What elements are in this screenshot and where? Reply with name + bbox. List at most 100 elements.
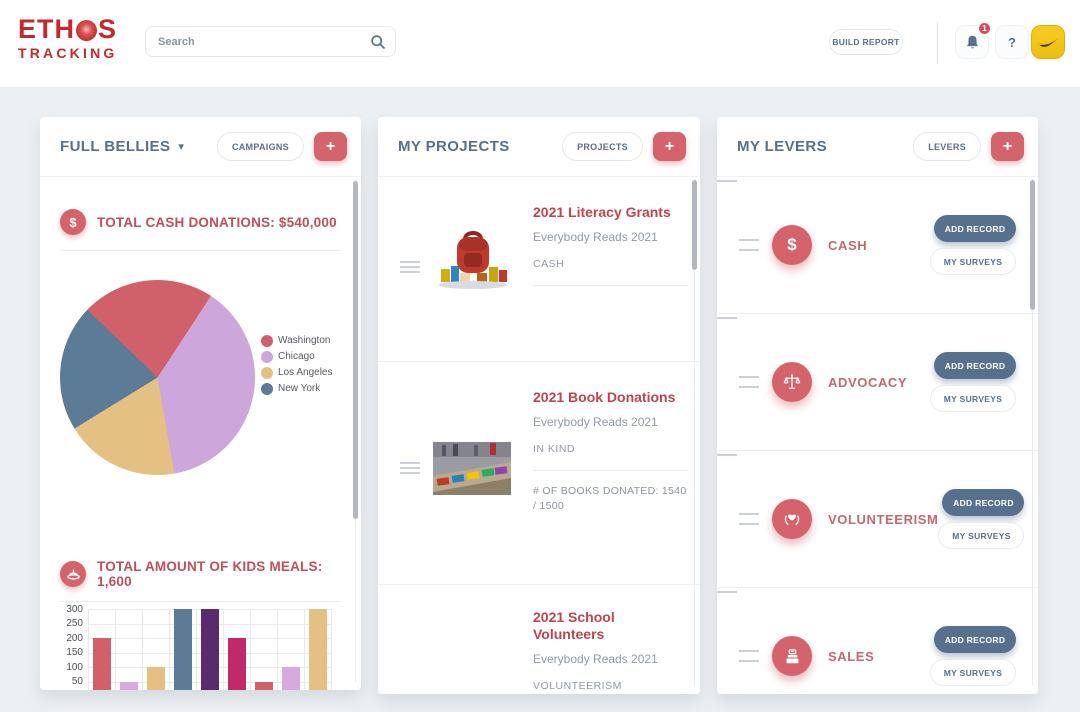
bar <box>227 638 246 690</box>
cash-donations-chart: Washington Chicago Los Angeles New York <box>60 280 341 475</box>
project-title[interactable]: 2021 School Volunteers <box>533 609 615 642</box>
legend-item-washington[interactable]: Washington <box>261 334 333 347</box>
search-input[interactable] <box>146 27 395 56</box>
notification-badge: 1 <box>977 21 992 36</box>
project-title[interactable]: 2021 Book Donations <box>533 389 676 405</box>
project-image-books <box>433 442 511 495</box>
legend-swatch <box>261 366 273 379</box>
bar <box>119 681 138 690</box>
levers-button[interactable]: LEVERS <box>913 132 981 161</box>
drag-handle-icon[interactable] <box>400 462 420 474</box>
projects-panel: MY PROJECTS PROJECTS + 2021 Literacy Gra <box>378 117 700 694</box>
my-surveys-button[interactable]: MY SURVEYS <box>930 248 1016 275</box>
scrollbar-thumb[interactable] <box>692 180 697 270</box>
project-subtitle: Everybody Reads 2021 <box>533 230 658 244</box>
drag-handle-icon[interactable] <box>739 239 759 251</box>
my-surveys-button[interactable]: MY SURVEYS <box>930 659 1016 686</box>
lever-row-sales: SALES ADD RECORD MY SURVEYS <box>717 588 1038 694</box>
avatar-swoosh-icon <box>1039 38 1058 47</box>
legend-label: Washington <box>278 335 331 346</box>
logo-text-s: S <box>98 14 118 44</box>
project-card-literacy-grants[interactable]: 2021 Literacy Grants Everybody Reads 202… <box>378 177 700 362</box>
project-type: VOLUNTEERISM <box>533 680 622 692</box>
bar <box>281 667 300 690</box>
pie-legend: Washington Chicago Los Angeles New York <box>261 334 333 395</box>
my-surveys-button[interactable]: MY SURVEYS <box>938 522 1025 549</box>
legend-item-new-york[interactable]: New York <box>261 382 333 395</box>
bar <box>173 609 192 690</box>
lever-row-cash: $ CASH ADD RECORD MY SURVEYS <box>717 177 1038 314</box>
add-record-button[interactable]: ADD RECORD <box>934 215 1016 242</box>
bar <box>92 638 111 690</box>
levers-panel-content: $ CASH ADD RECORD MY SURVEYS ADVOCACY <box>717 177 1038 694</box>
drag-handle-icon[interactable] <box>739 650 759 662</box>
scrollbar-thumb[interactable] <box>1030 180 1035 310</box>
chevron-down-icon: ▾ <box>178 141 185 153</box>
search-box <box>145 26 396 57</box>
cash-donations-section-header: $ TOTAL CASH DONATIONS: $540,000 <box>60 209 341 235</box>
topbar-divider <box>937 22 938 64</box>
campaigns-button[interactable]: CAMPAIGNS <box>216 132 304 161</box>
campaign-panel: FULL BELLIES ▾ CAMPAIGNS + $ TOTAL CASH … <box>40 117 361 690</box>
add-lever-button[interactable]: + <box>991 132 1024 161</box>
drag-handle-icon[interactable] <box>400 261 420 273</box>
campaign-panel-header: FULL BELLIES ▾ CAMPAIGNS + <box>40 117 361 177</box>
lever-row-advocacy: ADVOCACY ADD RECORD MY SURVEYS <box>717 314 1038 451</box>
user-avatar-button[interactable] <box>1031 25 1065 59</box>
project-type: CASH <box>533 258 565 270</box>
notifications-button[interactable]: 1 <box>955 21 992 59</box>
levers-panel: MY LEVERS LEVERS + $ CASH ADD RECORD MY … <box>717 117 1038 694</box>
lever-label: ADVOCACY <box>828 374 908 390</box>
kids-meals-section-header: TOTAL AMOUNT OF KIDS MEALS: 1,600 <box>60 559 341 589</box>
project-card-book-donations[interactable]: 2021 Book Donations Everybody Reads 2021… <box>378 362 700 585</box>
hands-heart-icon <box>772 499 812 539</box>
campaign-title: FULL BELLIES <box>60 138 171 155</box>
project-subtitle: Everybody Reads 2021 <box>533 415 658 429</box>
projects-panel-content: 2021 Literacy Grants Everybody Reads 202… <box>378 177 700 694</box>
logo-text-tracking: TRACKING <box>18 45 118 61</box>
my-surveys-button[interactable]: MY SURVEYS <box>930 385 1016 412</box>
meals-icon <box>60 561 86 587</box>
add-campaign-button[interactable]: + <box>314 132 347 161</box>
project-subtitle: Everybody Reads 2021 <box>533 652 658 666</box>
ethos-tracking-logo[interactable]: ETH S TRACKING <box>18 14 118 61</box>
logo-text-eth: ETH <box>18 14 75 44</box>
scrollbar-thumb[interactable] <box>353 181 358 519</box>
cash-register-icon <box>772 636 812 676</box>
kids-meals-title: TOTAL AMOUNT OF KIDS MEALS: 1,600 <box>97 559 323 589</box>
drag-handle-icon[interactable] <box>739 513 759 525</box>
campaign-panel-content: $ TOTAL CASH DONATIONS: $540,000 Washing… <box>40 177 361 690</box>
bar <box>254 681 273 690</box>
legend-swatch <box>261 350 273 363</box>
add-record-button[interactable]: ADD RECORD <box>934 352 1016 379</box>
project-card-school-volunteers[interactable]: 2021 School Volunteers Everybody Reads 2… <box>378 585 700 694</box>
logo-dotted-o-icon <box>76 20 97 41</box>
projects-title: MY PROJECTS <box>398 138 510 155</box>
question-icon: ? <box>1008 34 1016 50</box>
section-divider <box>60 250 341 251</box>
search-icon[interactable] <box>370 34 386 50</box>
project-metric: # OF BOOKS DONATED: 1540 / 1500 <box>533 485 687 512</box>
drag-handle-icon[interactable] <box>739 376 759 388</box>
lever-label: SALES <box>828 648 875 664</box>
campaign-selector[interactable]: FULL BELLIES ▾ <box>60 138 184 155</box>
legend-item-chicago[interactable]: Chicago <box>261 350 333 363</box>
projects-button[interactable]: PROJECTS <box>562 132 643 161</box>
lever-label: VOLUNTEERISM <box>828 511 939 527</box>
bar <box>146 667 165 690</box>
add-record-button[interactable]: ADD RECORD <box>942 489 1025 516</box>
project-image-backpack <box>439 231 507 289</box>
pie-chart <box>60 280 255 475</box>
bar <box>308 609 327 690</box>
project-title[interactable]: 2021 Literacy Grants <box>533 204 671 220</box>
help-button[interactable]: ? <box>995 25 1029 59</box>
add-record-button[interactable]: ADD RECORD <box>934 626 1016 653</box>
add-project-button[interactable]: + <box>653 132 686 161</box>
legend-swatch <box>261 334 273 347</box>
legend-item-los-angeles[interactable]: Los Angeles <box>261 366 333 379</box>
build-report-button[interactable]: BUILD REPORT <box>829 29 903 55</box>
projects-panel-header: MY PROJECTS PROJECTS + <box>378 117 700 177</box>
lever-label: CASH <box>828 237 868 253</box>
dollar-icon: $ <box>60 209 86 235</box>
